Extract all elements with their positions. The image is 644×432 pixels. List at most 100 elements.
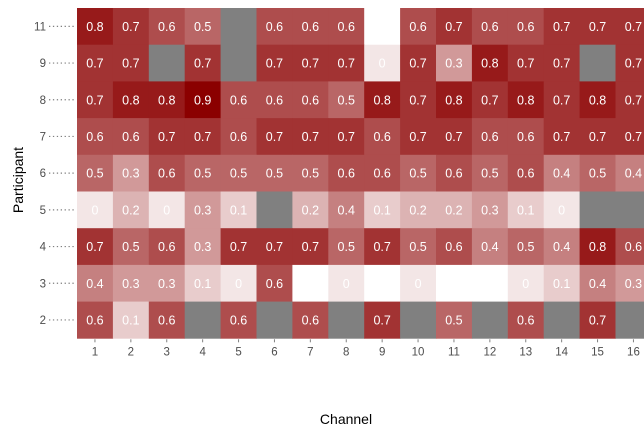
heatmap-cell	[364, 8, 401, 46]
heatmap-cell	[615, 301, 644, 339]
cell-value-label: 0.7	[373, 240, 390, 254]
heatmap-cell	[77, 44, 114, 82]
heatmap-cell	[364, 118, 401, 156]
cell-value-label: 0.6	[517, 167, 534, 181]
heatmap-cell	[543, 118, 580, 156]
x-tick-label: 16	[627, 346, 640, 358]
heatmap-cell	[579, 81, 616, 119]
heatmap-cell	[364, 154, 401, 192]
cell-value-label: 0.6	[409, 20, 426, 34]
cell-value-label: 0.7	[122, 57, 139, 71]
cell-value-label: 0	[379, 57, 386, 71]
y-tick-label: 7	[40, 131, 46, 143]
cell-value-label: 0.2	[409, 203, 426, 217]
cell-value-label: 0.4	[553, 167, 570, 181]
cell-value-label: 0.7	[409, 57, 426, 71]
cell-value-label: 0.7	[266, 130, 283, 144]
heatmap-cell	[292, 154, 329, 192]
heatmap-cell	[436, 81, 473, 119]
cell-value-label: 0.7	[158, 130, 175, 144]
heatmap-cell	[256, 191, 293, 229]
cell-value-label: 0.7	[553, 130, 570, 144]
heatmap-cell	[543, 154, 580, 192]
heatmap-cell	[543, 301, 580, 339]
y-tick-label: 5	[40, 205, 46, 217]
cell-value-label: 0.5	[338, 240, 355, 254]
heatmap-cell	[148, 8, 186, 46]
heatmap-cell	[400, 191, 437, 229]
x-tick-label: 11	[448, 346, 460, 358]
cell-value-label: 0.7	[409, 93, 426, 107]
heatmap-cell	[471, 301, 509, 339]
heatmap-cell	[328, 301, 365, 339]
y-tick-label: 8	[40, 95, 46, 107]
cell-value-label: 0.3	[481, 203, 498, 217]
heatmap-cell	[292, 118, 329, 156]
cell-value-label: 0	[163, 203, 170, 217]
cell-value-label: 0.7	[445, 130, 462, 144]
cell-value-label: 0.4	[338, 203, 355, 217]
heatmap-cell	[292, 264, 329, 302]
cell-value-label: 0.7	[230, 240, 247, 254]
heatmap-cell	[507, 118, 545, 156]
cell-value-label: 0.3	[625, 277, 642, 291]
cell-value-label: -0.1	[300, 277, 322, 291]
heatmap-cell	[328, 81, 365, 119]
heatmap-cell	[148, 301, 186, 339]
heatmap-cells: 0.8 0.7 0.6 0.5 0.6 0.6 0.6 -0.1 0.6 0.7 0.6 0.6 0.7…	[77, 8, 644, 339]
cell-value-label: 0.6	[158, 20, 175, 34]
cell-value-label: 0.5	[194, 167, 211, 181]
heatmap-cell	[292, 228, 329, 266]
heatmap-cell	[112, 118, 150, 156]
cell-value-label: 0	[522, 277, 529, 291]
cell-value-label: 0.6	[302, 93, 319, 107]
cell-value-label: 0.7	[302, 57, 319, 71]
cell-value-label: 0.6	[481, 130, 498, 144]
heatmap-cell	[220, 191, 257, 229]
cell-value-label: 0.8	[445, 93, 462, 107]
cell-value-label: 0.4	[86, 277, 103, 291]
x-axis-title: Channel	[320, 411, 372, 427]
heatmap-cell	[112, 191, 150, 229]
cell-value-label: 0.5	[230, 167, 247, 181]
heatmap-cell	[220, 44, 257, 82]
cell-value-label: 0.7	[266, 240, 283, 254]
heatmap-cell	[256, 228, 293, 266]
heatmap-cell	[615, 118, 644, 156]
cell-value-label: 0.3	[122, 277, 139, 291]
cell-value-label: 0.7	[302, 130, 319, 144]
y-tick-label: 3	[40, 278, 46, 290]
heatmap-cell	[220, 301, 257, 339]
heatmap-cell	[112, 264, 150, 302]
cell-value-label: 0.2	[122, 203, 139, 217]
heatmap-cell	[507, 301, 545, 339]
cell-value-label: 0.3	[445, 57, 462, 71]
heatmap-cell	[471, 228, 509, 266]
heatmap-cell	[112, 81, 150, 119]
cell-value-label: 0.5	[409, 167, 426, 181]
heatmap-cell	[256, 44, 293, 82]
cell-value-label: 0.7	[194, 57, 211, 71]
cell-value-label: 0.7	[625, 57, 642, 71]
heatmap-cell	[256, 118, 293, 156]
x-tick-label: 4	[199, 346, 206, 358]
cell-value-label: 0.2	[302, 203, 319, 217]
cell-value-label: 0.6	[158, 313, 175, 327]
x-tick-label: 6	[271, 346, 277, 358]
cell-value-label: 0.7	[553, 57, 570, 71]
cell-value-label: 0.5	[338, 93, 355, 107]
x-tick-label: 8	[343, 346, 349, 358]
cell-value-label: 0.7	[86, 93, 103, 107]
x-tick-label: 1	[92, 346, 98, 358]
cell-value-label: 0.6	[517, 130, 534, 144]
heatmap-cell	[471, 81, 509, 119]
cell-value-label: 0.3	[158, 277, 175, 291]
cell-value-label: 0.2	[445, 203, 462, 217]
heatmap-cell	[543, 264, 580, 302]
cell-value-label: 0.8	[373, 93, 390, 107]
heatmap-cell	[364, 301, 401, 339]
y-tick-label: 4	[40, 242, 47, 254]
x-tick-label: 5	[235, 346, 241, 358]
heatmap-cell	[615, 264, 644, 302]
heatmap-cell	[184, 264, 221, 302]
